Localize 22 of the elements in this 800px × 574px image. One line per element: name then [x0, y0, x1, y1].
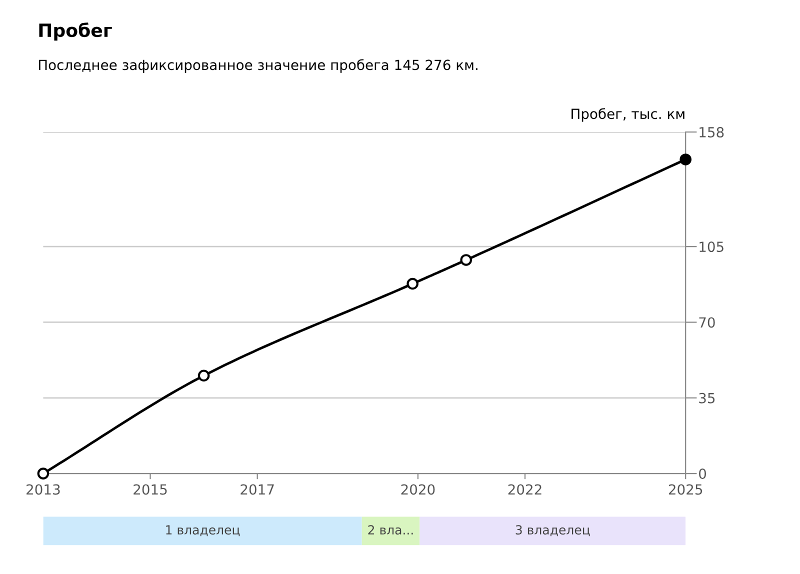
point: [680, 154, 692, 166]
x-tick-label: 2020: [401, 484, 435, 495]
y-tick-label: 105: [700, 242, 724, 252]
x-tick-label: 2022: [508, 484, 542, 495]
x-tick-label: 2025: [668, 484, 702, 495]
y-axis-title: Пробег, тыс. км: [572, 108, 684, 122]
chart-title: Пробег: [39, 22, 112, 41]
y-tick-label: 35: [699, 392, 715, 404]
y-tick-label: 158: [700, 126, 724, 138]
point: [37, 468, 50, 480]
point: [406, 278, 418, 290]
series-label: 3 владелец: [516, 525, 590, 536]
y-tick-label: 70: [699, 317, 715, 328]
chart-subtitle: Последнее зафиксированное значение пробега 145 276 км.: [38, 59, 478, 73]
series-label: 2 вла...: [368, 525, 413, 535]
point: [198, 370, 210, 382]
y-tick-label: 0: [699, 468, 706, 480]
point: [460, 254, 472, 266]
x-tick-label: 2017: [240, 484, 274, 495]
x-tick-label: 2013: [26, 484, 60, 495]
series-label: 1 владелец: [166, 525, 240, 536]
x-tick-label: 2015: [134, 484, 167, 495]
